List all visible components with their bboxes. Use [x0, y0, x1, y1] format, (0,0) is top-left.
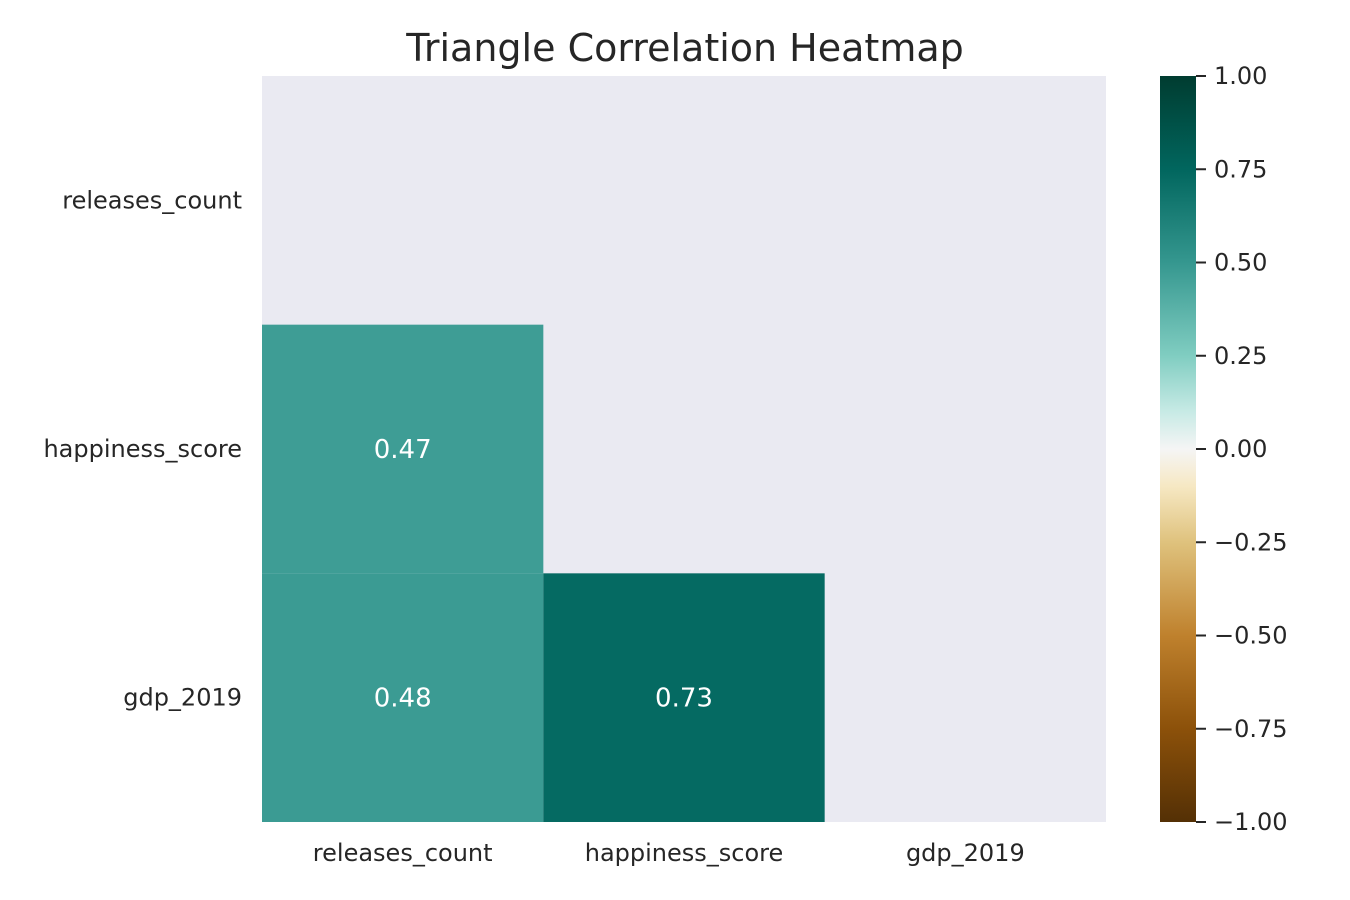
chart-title: Triangle Correlation Heatmap [406, 26, 964, 70]
colorbar-tick-label: −0.50 [1214, 622, 1288, 650]
colorbar-tick-label: 0.75 [1214, 155, 1267, 183]
colorbar-tick-label: −0.75 [1214, 715, 1288, 743]
x-tick-label: gdp_2019 [906, 839, 1025, 867]
cell-value-label: 0.48 [374, 684, 432, 714]
colorbar-ticks: 1.00 0.75 0.50 0.25 0.00 −0.25 −0.50 −0.75 −1.00 [1196, 62, 1288, 836]
heatmap-cell-labels: 0.47 0.48 0.73 [374, 435, 713, 714]
colorbar [1160, 76, 1196, 822]
colorbar-tick-label: −1.00 [1214, 808, 1288, 836]
colorbar-tick-label: −0.25 [1214, 528, 1288, 556]
y-tick-label: happiness_score [43, 435, 242, 463]
colorbar-tick-label: 1.00 [1214, 62, 1267, 90]
colorbar-tick-label: 0.00 [1214, 435, 1267, 463]
x-tick-label: happiness_score [585, 839, 784, 867]
colorbar-tick-label: 0.25 [1214, 342, 1267, 370]
heatmap-cell [543, 573, 825, 822]
y-axis-tick-labels: releases_count happiness_score gdp_2019 [43, 186, 242, 711]
y-tick-label: releases_count [62, 186, 242, 214]
cell-value-label: 0.73 [655, 684, 713, 714]
y-tick-label: gdp_2019 [123, 684, 242, 712]
cell-value-label: 0.47 [374, 435, 432, 465]
heatmap-cells [262, 324, 825, 822]
colorbar-tick-label: 0.50 [1214, 249, 1267, 277]
heatmap-cell [262, 324, 544, 574]
heatmap-cell [262, 573, 544, 822]
x-axis-tick-labels: releases_count happiness_score gdp_2019 [313, 839, 1025, 867]
x-tick-label: releases_count [313, 839, 493, 867]
